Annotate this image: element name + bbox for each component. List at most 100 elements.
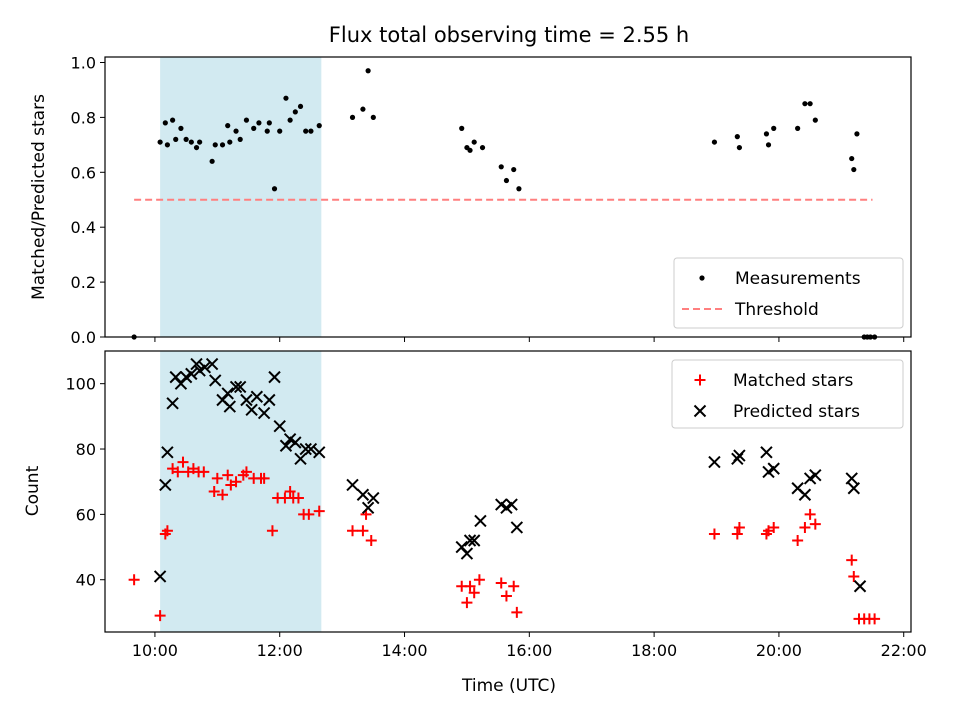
top-axes-frame	[104, 56, 912, 338]
matched-stars-point	[292, 492, 304, 504]
matched-stars-point	[284, 486, 296, 497]
legend-label: Threshold	[734, 300, 819, 320]
legend-box	[671, 359, 904, 429]
matched-stars-point	[161, 525, 173, 537]
matched-stars-point	[266, 525, 278, 537]
predicted-stars-point	[294, 452, 307, 466]
matched-stars-point	[500, 590, 512, 602]
measurement-point	[365, 68, 371, 74]
measurement-point	[212, 142, 218, 148]
measurement-point	[807, 101, 813, 107]
top-highlight-span	[160, 57, 322, 337]
measurement-point	[459, 125, 465, 131]
measurement-point	[812, 117, 818, 123]
matched-stars-point	[347, 525, 359, 537]
matched-stars-point	[799, 521, 811, 533]
predicted-stars-point	[809, 468, 822, 482]
measurement-point	[498, 164, 504, 170]
predicted-stars-point	[185, 367, 198, 381]
matched-stars-point	[240, 466, 252, 478]
predicted-stars-point	[250, 390, 264, 403]
predicted-stars-point	[361, 501, 375, 515]
measurement-point	[467, 147, 473, 153]
measurement-point	[287, 117, 293, 123]
matched-stars-point	[222, 469, 234, 481]
measurement-point	[297, 103, 304, 110]
predicted-stars-point	[229, 380, 243, 394]
top-y-axis-label: Matched/Predicted stars	[29, 94, 49, 300]
predicted-stars-point	[845, 472, 858, 485]
measurement-point	[303, 128, 309, 134]
matched-stars-point	[313, 505, 325, 517]
predicted-stars-point	[209, 374, 222, 387]
matched-stars-point	[258, 472, 270, 484]
predicted-stars-point	[505, 498, 518, 511]
y-tick-label: 0.4	[71, 218, 96, 237]
y-tick-label: 0.2	[71, 273, 96, 292]
matched-stars-point	[495, 577, 507, 589]
matched-stars-point	[211, 472, 223, 484]
matched-stars-point	[733, 521, 745, 533]
measurement-point	[360, 106, 366, 112]
matched-stars-point	[804, 508, 816, 520]
predicted-stars-point	[304, 442, 318, 456]
predicted-stars-point	[847, 482, 861, 495]
predicted-stars-point	[273, 419, 286, 433]
matched-stars-point	[768, 521, 780, 533]
bottom-plot-marks	[128, 357, 881, 625]
measurement-point	[370, 114, 376, 120]
predicted-stars-point	[198, 361, 212, 374]
predicted-stars-point	[760, 446, 773, 459]
measurement-point	[188, 139, 194, 145]
predicted-stars-point	[463, 534, 477, 547]
top-axis-ticks: 0.0 0.2 0.4 0.6 0.8 1.0	[71, 53, 905, 347]
predicted-stars-point	[153, 570, 167, 583]
measurement-point	[849, 155, 855, 162]
predicted-stars-point	[161, 446, 174, 459]
matched-stars-point	[731, 528, 743, 540]
top-legend: Measurements Threshold	[673, 257, 904, 329]
measurement-point	[209, 158, 215, 164]
measurement-point	[349, 114, 356, 120]
measurement-point	[227, 139, 233, 145]
predicted-stars-point	[263, 393, 276, 407]
measurement-point	[292, 109, 298, 115]
matched-stars-point	[473, 574, 485, 586]
measurement-point	[479, 144, 486, 151]
matched-stars-point	[809, 518, 821, 530]
predicted-stars-point	[708, 455, 721, 469]
bottom-legend: Matched stars Predicted stars	[671, 359, 904, 429]
predicted-stars-point	[268, 370, 281, 384]
predicted-stars-point	[205, 357, 219, 371]
measurement-point	[271, 186, 278, 192]
matched-stars-point	[848, 570, 860, 582]
bottom-highlight-span	[160, 351, 322, 632]
measurement-point	[237, 136, 243, 142]
predicted-stars-point	[245, 403, 258, 417]
measurement-point	[511, 166, 517, 173]
predicted-stars-point	[257, 406, 271, 420]
measurement-point	[503, 177, 510, 184]
matched-stars-point	[208, 486, 220, 497]
measurement-point	[516, 186, 522, 192]
measurement-point	[802, 101, 808, 107]
measurement-point	[736, 144, 743, 151]
x-axis-label: Time (UTC)	[461, 676, 556, 696]
measurement-point	[251, 125, 257, 131]
predicted-stars-point	[474, 514, 487, 528]
legend-label: Predicted stars	[733, 402, 860, 422]
top-highlight-rect	[160, 57, 322, 337]
matched-stars-point	[365, 535, 377, 547]
measurement-point	[256, 120, 262, 126]
measurement-point	[164, 142, 170, 148]
y-tick-label: 1.0	[71, 53, 96, 72]
measurement-point	[243, 117, 250, 123]
measurement-point	[771, 125, 777, 131]
measurement-point	[283, 95, 289, 101]
matched-stars-point	[177, 456, 189, 468]
predicted-stars-point	[313, 446, 326, 459]
predicted-stars-point	[356, 488, 370, 501]
predicted-stars-point	[221, 387, 234, 400]
measurement-point	[162, 120, 168, 126]
y-tick-label: 80	[76, 440, 96, 459]
